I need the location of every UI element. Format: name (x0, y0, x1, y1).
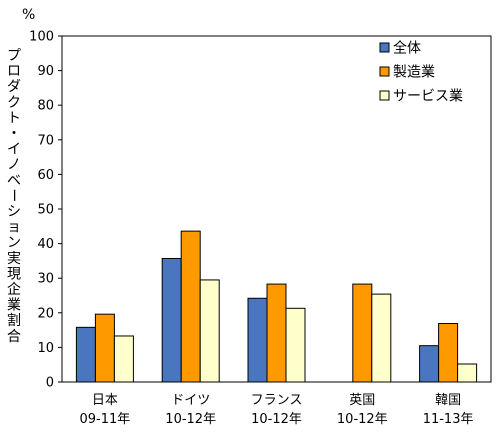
y-axis-label-char: ョ (7, 220, 21, 236)
x-tick-label: 韓国 (435, 393, 461, 408)
bar-0-1 (94, 313, 115, 383)
y-axis-label-char: ロ (7, 64, 21, 80)
bar-1-0 (161, 257, 182, 383)
y-axis-label-char: 実 (7, 251, 21, 267)
y-axis-label-char: ・ (7, 126, 21, 142)
y-tick-label: 0 (46, 376, 54, 391)
y-axis-label-char: 企 (7, 281, 21, 298)
x-tick-label: 日本 (92, 393, 118, 408)
y-tick-label: 70 (37, 133, 54, 148)
y-tick-label: 20 (37, 306, 54, 321)
bar-1-1 (180, 230, 201, 383)
y-axis-label-char: シ (7, 204, 21, 220)
x-tick-sublabel: 10-12年 (165, 412, 216, 427)
y-axis-label-char: 業 (7, 298, 21, 314)
bar-3-1 (352, 283, 373, 383)
x-tick-sublabel: 09-11年 (80, 412, 131, 427)
y-axis-label-char: 現 (7, 266, 21, 282)
y-axis-label-char: ダ (7, 79, 21, 95)
y-axis-ticks: 0 10 20 30 40 50 60 70 80 90 100 (29, 30, 62, 391)
x-tick-sublabel: 10-12年 (251, 412, 302, 427)
plot-area-frame (61, 35, 492, 383)
y-tick-label: 40 (37, 237, 54, 252)
y-tick-label: 50 (37, 203, 54, 218)
bar-4-1 (438, 323, 459, 383)
bar-3-2 (371, 293, 392, 383)
x-tick-label: 英国 (349, 393, 375, 408)
y-tick-label: 100 (29, 30, 54, 45)
y-axis-label-char: ベ (7, 173, 21, 189)
bars (75, 230, 478, 383)
y-tick-label: 60 (37, 168, 54, 183)
bar-4-2 (457, 363, 478, 383)
legend-swatch (379, 66, 390, 77)
legend-swatch (379, 90, 390, 101)
unit-label: % (22, 7, 35, 23)
y-axis-label-char: プ (7, 48, 21, 64)
x-tick-sublabel: 10-12年 (337, 412, 388, 427)
legend-label: 全体 (393, 40, 421, 57)
y-axis-label-char: ン (7, 235, 21, 251)
bar-0-0 (75, 326, 96, 383)
y-axis-label-char: ノ (7, 157, 21, 173)
y-tick-label: 30 (37, 272, 54, 287)
legend-swatch (379, 42, 390, 53)
y-axis-label-char: 割 (7, 312, 21, 329)
bar-0-2 (113, 335, 134, 383)
y-tick-label: 90 (37, 64, 54, 79)
bar-2-1 (266, 283, 287, 383)
x-axis-labels: 日本09-11年ドイツ10-12年フランス10-12年英国10-12年韓国11-… (80, 393, 474, 427)
y-tick-label: 10 (37, 341, 54, 356)
y-axis-label-char: ク (7, 95, 21, 111)
y-axis-label-char: 合 (7, 329, 21, 345)
bar-2-0 (247, 297, 268, 383)
y-axis-label-char: イ (7, 142, 21, 158)
y-axis-label-char: ー (5, 188, 21, 202)
bar-2-2 (285, 307, 306, 383)
legend-label: 製造業 (393, 65, 435, 81)
x-tick-label: フランス (251, 393, 303, 408)
x-tick-label: ドイツ (171, 393, 210, 408)
y-tick-label: 80 (37, 99, 54, 114)
bar-4-0 (419, 345, 440, 383)
y-axis-label-char: ト (7, 110, 21, 126)
legend-label: サービス業 (393, 89, 463, 105)
x-tick-sublabel: 11-13年 (423, 412, 474, 427)
bar-1-2 (199, 279, 220, 383)
